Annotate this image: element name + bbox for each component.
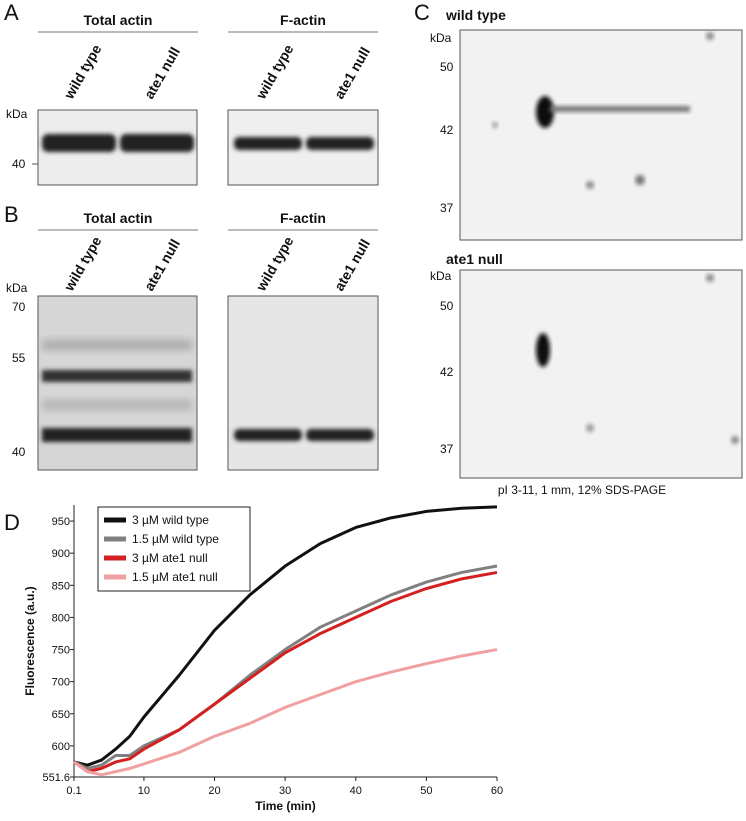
y-tick-label: 950 (52, 516, 70, 528)
panel-label: A (4, 0, 19, 25)
marker-label: 42 (440, 123, 454, 137)
gel-title: F-actin (280, 210, 326, 226)
x-tick-label: 60 (491, 785, 503, 797)
y-tick-label: 551.6 (42, 772, 70, 784)
panel-label: C (414, 0, 430, 25)
line (73, 564, 498, 770)
line (73, 648, 498, 777)
marker-label: 50 (440, 60, 454, 74)
marker-label: 50 (440, 299, 454, 313)
panel-label: B (4, 202, 19, 227)
spot (586, 424, 594, 432)
gel (227, 295, 379, 471)
band (234, 137, 302, 150)
band (42, 428, 192, 442)
legend-label: 3 µM ate1 null (132, 551, 208, 565)
spot (586, 181, 594, 189)
spot (492, 122, 498, 128)
unit-label: kDa (6, 107, 28, 121)
lane-label: wild type (60, 41, 104, 102)
y-tick-label: 850 (52, 580, 70, 592)
gel-title: Total actin (84, 210, 153, 226)
panel-label: D (4, 510, 20, 535)
unit-label: kDa (430, 269, 452, 283)
x-tick-label: 40 (350, 785, 362, 797)
lane-label: ate1 null (141, 236, 183, 293)
y-tick-label: 650 (52, 709, 70, 721)
line (73, 505, 498, 767)
band (306, 429, 374, 441)
spot (731, 436, 739, 444)
unit-label: kDa (6, 281, 28, 295)
unit-label: kDa (430, 31, 452, 45)
spot (706, 32, 714, 40)
y-tick-label: 900 (52, 548, 70, 560)
marker-label: 70 (12, 300, 26, 314)
x-axis-label: Time (min) (255, 799, 315, 813)
gel-title: ate1 null (446, 251, 503, 267)
lane-label: ate1 null (141, 44, 183, 101)
lane-label: wild type (252, 233, 296, 294)
caption: pI 3-11, 1 mm, 12% SDS-PAGE (498, 483, 666, 497)
lane-label: wild type (60, 233, 104, 294)
y-tick-label: 800 (52, 612, 70, 624)
legend-label: 1.5 µM ate1 null (132, 570, 218, 584)
spot (536, 333, 550, 367)
band (42, 340, 192, 350)
x-tick-label: 30 (279, 785, 291, 797)
gel-title: Total actin (84, 12, 153, 28)
gel-title: wild type (445, 7, 506, 23)
gel (37, 295, 198, 471)
x-tick-label: 10 (138, 785, 150, 797)
marker-label: 55 (12, 351, 26, 365)
band (42, 134, 116, 152)
x-tick-label: 50 (420, 785, 432, 797)
band (42, 370, 192, 382)
y-axis-label: Fluorescence (a.u.) (23, 586, 37, 695)
band (42, 400, 192, 410)
x-tick-label: 0.1 (66, 785, 81, 797)
x-tick-label: 20 (208, 785, 220, 797)
band (234, 429, 302, 441)
gel (459, 269, 743, 479)
marker-label: 42 (440, 365, 454, 379)
spot (536, 96, 554, 128)
streak (550, 106, 690, 112)
band (306, 137, 374, 150)
y-tick-label: 600 (52, 741, 70, 753)
legend-label: 3 µM wild type (132, 513, 209, 527)
lane-label: ate1 null (331, 236, 373, 293)
line-chart: 551.6 600 650 700 750 800 850 900 950 0.1 10 20 30 40… (23, 505, 503, 813)
marker-label: 40 (12, 445, 26, 459)
y-tick-label: 700 (52, 677, 70, 689)
gel-title: F-actin (280, 12, 326, 28)
lane-label: ate1 null (331, 44, 373, 101)
marker-label: 37 (440, 442, 454, 456)
y-tick-label: 750 (52, 645, 70, 657)
line (73, 570, 498, 774)
spot (706, 274, 714, 282)
gel (459, 29, 743, 241)
legend-label: 1.5 µM wild type (132, 532, 219, 546)
band (120, 134, 194, 152)
marker-label: 40 (12, 157, 26, 171)
spot (635, 175, 645, 185)
lane-label: wild type (252, 41, 296, 102)
marker-label: 37 (440, 201, 454, 215)
